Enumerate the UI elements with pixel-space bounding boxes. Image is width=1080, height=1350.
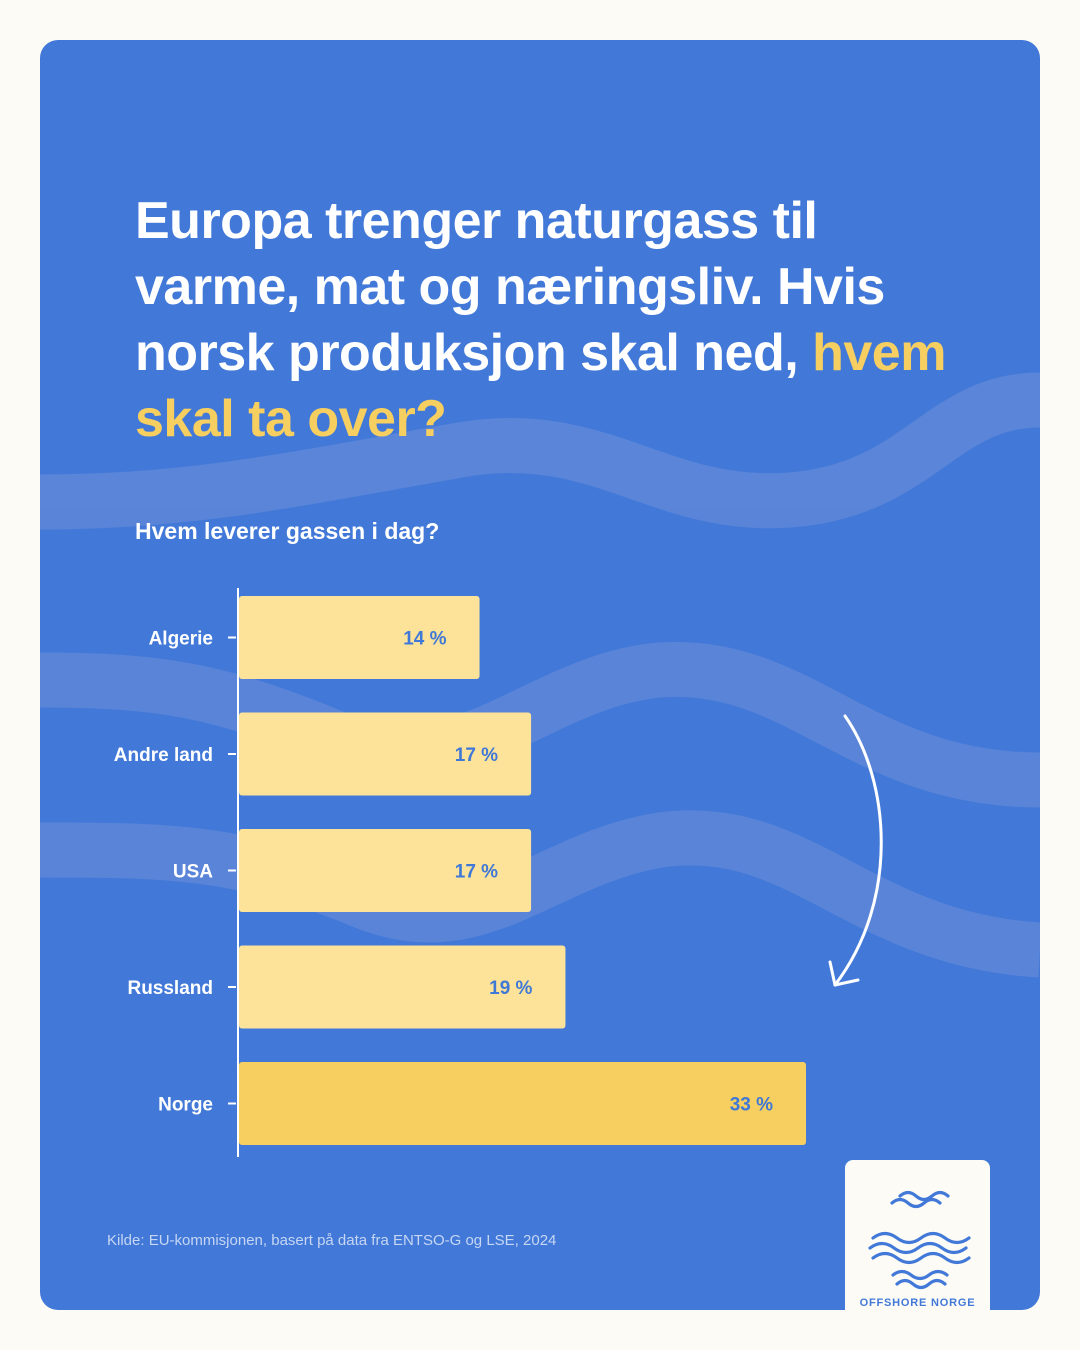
category-label: Andre land [114, 745, 213, 766]
source-note: Kilde: EU-kommisjonen, basert på data fr… [107, 1232, 557, 1249]
chart-title: Hvem leverer gassen i dag? [135, 518, 440, 544]
value-label: 33 % [730, 1095, 773, 1116]
arrow-curve [833, 714, 883, 987]
bar-russland [239, 945, 566, 1029]
arrow-head-icon [828, 960, 860, 987]
category-label: USA [173, 862, 213, 883]
waves-logo-icon [868, 1190, 971, 1290]
headline-highlight: hvem skal ta over? [135, 324, 946, 448]
bar-norge [239, 1062, 806, 1145]
value-label: 14 % [403, 629, 446, 650]
infographic-card: Europa trenger naturgass til varme, mat … [40, 40, 1040, 1310]
bar-andre-land [239, 712, 532, 796]
logo-text: OFFSHORE NORGE [859, 1297, 976, 1309]
category-label: Russland [127, 978, 213, 999]
value-label: 19 % [489, 978, 532, 999]
bar-usa [239, 829, 532, 912]
value-label: 17 % [455, 862, 498, 883]
headline: Europa trenger naturgass til varme, mat … [135, 192, 946, 448]
category-label: Norge [158, 1095, 213, 1116]
bar-algerie [239, 596, 480, 679]
offshore-norge-logo: OFFSHORE NORGE [845, 1160, 990, 1310]
bar-chart: Algerie 14 % Andre land 17 % USA 17 % Russland… [114, 588, 883, 1157]
value-label: 17 % [455, 745, 498, 766]
category-label: Algerie [149, 629, 213, 650]
